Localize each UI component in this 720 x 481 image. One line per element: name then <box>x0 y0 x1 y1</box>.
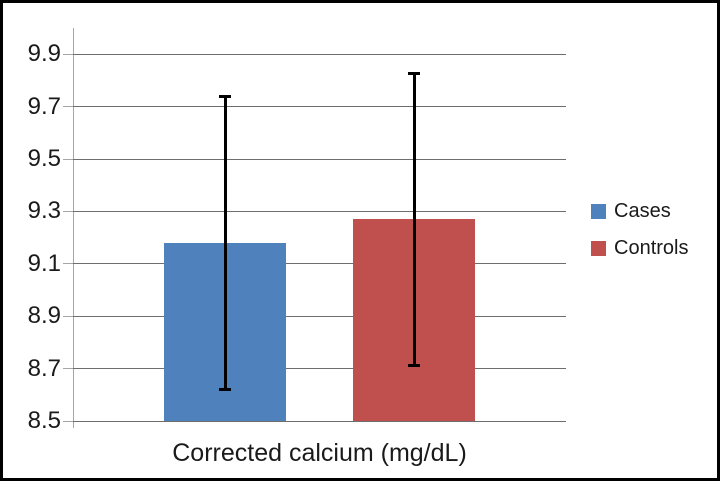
gridline <box>73 53 566 55</box>
gridline <box>73 315 566 317</box>
y-tick-label: 9.7 <box>27 92 61 120</box>
error-bar-cap-cases <box>219 95 231 99</box>
x-axis-label: Corrected calcium (mg/dL) <box>172 439 467 467</box>
y-axis-tick <box>63 368 73 370</box>
y-axis-tick <box>63 158 73 160</box>
legend-label-controls: Controls <box>614 237 689 259</box>
y-axis-tick <box>63 263 73 265</box>
y-tick-label: 8.5 <box>27 407 61 434</box>
legend-label-cases: Cases <box>614 200 671 222</box>
gridline <box>73 106 566 108</box>
error-bar-cap-controls <box>408 363 420 367</box>
error-bar-cases <box>223 96 227 390</box>
y-tick-label: 8.7 <box>27 354 61 382</box>
legend-item-cases: Cases <box>591 200 688 223</box>
y-axis-tick <box>63 106 73 108</box>
plot-area <box>63 28 566 422</box>
gridline <box>73 368 566 370</box>
y-tick-label: 8.9 <box>27 302 61 330</box>
y-tick-label: 9.9 <box>27 40 61 68</box>
y-axis-line <box>73 28 74 428</box>
y-axis-tick <box>63 420 73 422</box>
legend-swatch-controls <box>591 241 606 256</box>
error-bar-controls <box>412 72 416 366</box>
gridline <box>73 158 566 160</box>
error-bar-cap-controls <box>408 71 420 75</box>
gridline <box>73 263 566 265</box>
y-axis-tick <box>63 210 73 212</box>
y-axis-tick <box>63 53 73 55</box>
y-tick-label: 9.1 <box>27 249 61 277</box>
legend-swatch-cases <box>591 204 606 219</box>
legend-item-controls: Controls <box>591 237 688 260</box>
gridline <box>73 210 566 212</box>
y-axis-tick <box>63 315 73 317</box>
y-tick-label: 9.5 <box>27 145 61 172</box>
error-bar-cap-cases <box>219 387 231 391</box>
gridline <box>73 420 566 422</box>
y-tick-label: 9.3 <box>27 197 61 225</box>
legend: Cases Controls <box>591 200 688 274</box>
